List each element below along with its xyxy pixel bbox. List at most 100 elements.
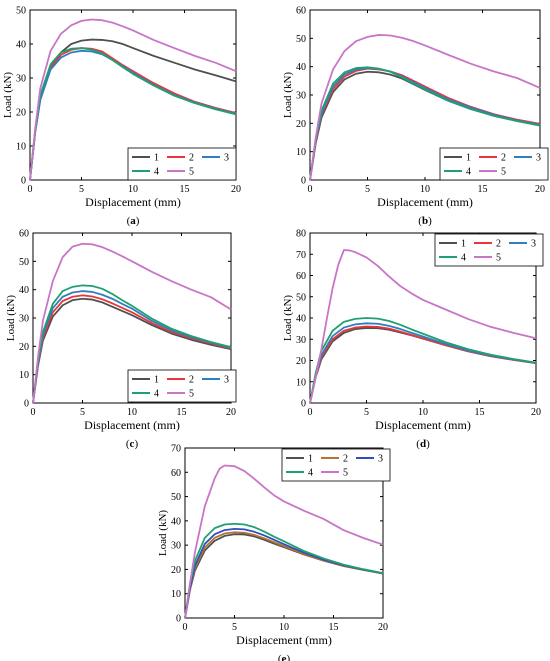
series-line-5 [184, 464, 384, 619]
panel-label: (d) [416, 438, 430, 450]
series-line-3 [309, 322, 537, 404]
legend-label-4: 4 [308, 468, 313, 479]
x-tick-label: 5 [364, 407, 369, 418]
y-axis-label: Load (kN) [282, 295, 294, 341]
series-line-2 [32, 294, 232, 404]
y-tick-label: 30 [16, 74, 26, 85]
x-axis-label: Displacement (mm) [84, 418, 180, 432]
y-tick-label: 70 [296, 250, 306, 261]
x-tick-label: 20 [531, 407, 541, 418]
series-line-4 [32, 284, 232, 404]
legend-box [434, 233, 544, 267]
x-tick-label: 10 [127, 407, 137, 418]
y-tick-label: 30 [19, 314, 29, 325]
series-line-5 [32, 242, 232, 404]
x-tick-label: 0 [28, 184, 33, 195]
legend-label-5: 5 [189, 389, 194, 400]
legend-label-2: 2 [501, 153, 506, 164]
x-tick-label: 20 [226, 407, 236, 418]
y-tick-label: 30 [296, 91, 306, 102]
y-tick-label: 40 [16, 40, 26, 51]
y-tick-label: 70 [171, 444, 181, 455]
legend-label-1: 1 [154, 375, 159, 386]
legend-label-3: 3 [224, 153, 229, 164]
y-tick-label: 20 [16, 108, 26, 119]
y-tick-label: 0 [176, 614, 181, 625]
x-tick-label: 15 [180, 184, 190, 195]
y-tick-label: 20 [296, 119, 306, 130]
legend-label-3: 3 [531, 239, 536, 250]
legend-label-2: 2 [343, 454, 348, 465]
legend-label-3: 3 [378, 454, 383, 465]
y-axis-label: Load (kN) [282, 72, 294, 118]
legend-box [281, 448, 391, 482]
x-tick-label: 5 [79, 184, 84, 195]
y-tick-label: 40 [19, 285, 29, 296]
legend-box [127, 147, 237, 181]
legend-label-1: 1 [461, 239, 466, 250]
y-tick-label: 50 [19, 257, 29, 268]
y-tick-label: 20 [19, 342, 29, 353]
y-tick-label: 50 [296, 292, 306, 303]
x-tick-label: 15 [329, 622, 339, 633]
series-line-5 [309, 34, 541, 181]
x-tick-label: 0 [183, 622, 188, 633]
y-tick-label: 10 [19, 370, 29, 381]
x-axis-label: Displacement (mm) [85, 195, 181, 209]
y-tick-label: 10 [296, 147, 306, 158]
y-tick-label: 30 [296, 335, 306, 346]
y-tick-label: 30 [171, 541, 181, 552]
x-tick-label: 10 [420, 184, 430, 195]
y-tick-label: 50 [171, 492, 181, 503]
y-tick-label: 40 [171, 516, 181, 527]
panel-label: (a) [127, 215, 140, 227]
y-tick-label: 0 [24, 399, 29, 410]
legend-box [127, 369, 237, 403]
y-tick-label: 10 [296, 377, 306, 388]
x-tick-label: 10 [128, 184, 138, 195]
y-tick-label: 60 [296, 271, 306, 282]
y-axis-label: Load (kN) [5, 295, 17, 341]
legend-label-2: 2 [189, 153, 194, 164]
y-axis-label: Load (kN) [2, 72, 14, 118]
series-line-3 [184, 527, 384, 619]
legend-label-5: 5 [501, 167, 506, 178]
y-tick-label: 0 [21, 176, 26, 187]
legend-label-3: 3 [224, 375, 229, 386]
legend-label-2: 2 [496, 239, 501, 250]
y-tick-label: 60 [171, 468, 181, 479]
y-tick-label: 60 [296, 6, 306, 17]
series-line-5 [309, 249, 537, 404]
legend-box [439, 147, 549, 181]
x-tick-label: 20 [231, 184, 241, 195]
panel-label: (b) [418, 215, 432, 227]
x-tick-label: 5 [80, 407, 85, 418]
series-line-4 [184, 522, 384, 619]
x-tick-label: 0 [31, 407, 36, 418]
y-tick-label: 0 [301, 399, 306, 410]
x-tick-label: 5 [365, 184, 370, 195]
series-line-3 [32, 290, 232, 404]
y-tick-label: 20 [171, 565, 181, 576]
series-line-4 [309, 317, 537, 404]
y-tick-label: 50 [296, 34, 306, 45]
y-tick-label: 10 [16, 142, 26, 153]
x-tick-label: 10 [418, 407, 428, 418]
y-axis-label: Load (kN) [157, 510, 169, 556]
y-tick-label: 10 [171, 589, 181, 600]
y-tick-label: 40 [296, 314, 306, 325]
panel-label: (c) [126, 438, 139, 450]
series-line-4 [29, 47, 237, 181]
x-axis-label: Displacement (mm) [236, 633, 332, 647]
x-tick-label: 0 [308, 407, 313, 418]
y-tick-label: 0 [301, 176, 306, 187]
legend-label-2: 2 [189, 375, 194, 386]
x-tick-label: 0 [308, 184, 313, 195]
legend-label-5: 5 [496, 253, 501, 264]
legend-label-1: 1 [154, 153, 159, 164]
